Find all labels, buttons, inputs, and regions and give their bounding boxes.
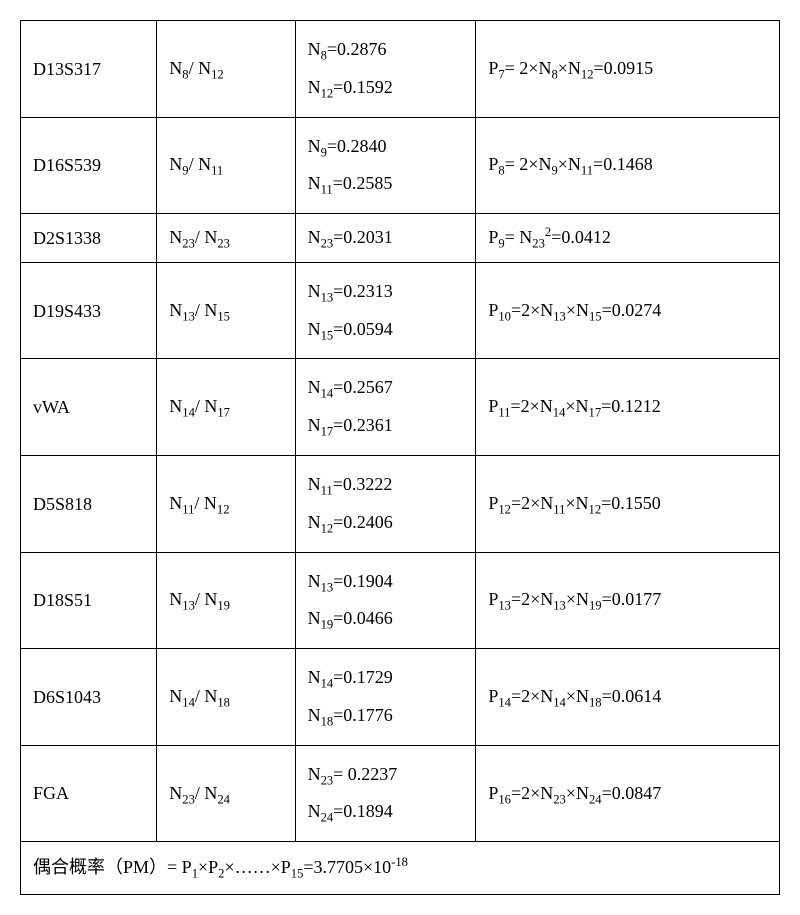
frequency-cell: N14=0.1729N18=0.1776: [295, 649, 476, 746]
table-row: D2S1338N23/ N23N23=0.2031P9= N232=0.0412: [21, 214, 780, 263]
frequency-cell: N13=0.2313N15=0.0594: [295, 262, 476, 359]
probability-cell: P10=2×N13×N15=0.0274: [476, 262, 780, 359]
frequency-cell: N9=0.2840N11=0.2585: [295, 117, 476, 214]
locus-cell: D16S539: [21, 117, 157, 214]
genotype-cell: N14/ N18: [157, 649, 295, 746]
locus-cell: D13S317: [21, 21, 157, 118]
table-row: vWAN14/ N17N14=0.2567N17=0.2361P11=2×N14…: [21, 359, 780, 456]
probability-cell: P16=2×N23×N24=0.0847: [476, 745, 780, 842]
locus-cell: D19S433: [21, 262, 157, 359]
table-row: D16S539N9/ N11N9=0.2840N11=0.2585P8= 2×N…: [21, 117, 780, 214]
probability-cell: P7= 2×N8×N12=0.0915: [476, 21, 780, 118]
footer-row: 偶合概率（PM）= P1×P2×……×P15=3.7705×10-18: [21, 842, 780, 895]
table-row: FGAN23/ N24N23= 0.2237N24=0.1894P16=2×N2…: [21, 745, 780, 842]
locus-cell: D6S1043: [21, 649, 157, 746]
locus-cell: D18S51: [21, 552, 157, 649]
genotype-cell: N23/ N23: [157, 214, 295, 263]
locus-cell: vWA: [21, 359, 157, 456]
probability-cell: P9= N232=0.0412: [476, 214, 780, 263]
table-row: D19S433N13/ N15N13=0.2313N15=0.0594P10=2…: [21, 262, 780, 359]
table-row: D5S818N11/ N12N11=0.3222N12=0.2406P12=2×…: [21, 455, 780, 552]
probability-cell: P8= 2×N9×N11=0.1468: [476, 117, 780, 214]
table-row: D18S51N13/ N19N13=0.1904N19=0.0466P13=2×…: [21, 552, 780, 649]
genotype-cell: N13/ N19: [157, 552, 295, 649]
genotype-cell: N9/ N11: [157, 117, 295, 214]
genotype-cell: N14/ N17: [157, 359, 295, 456]
frequency-cell: N8=0.2876N12=0.1592: [295, 21, 476, 118]
probability-cell: P12=2×N11×N12=0.1550: [476, 455, 780, 552]
genotype-cell: N11/ N12: [157, 455, 295, 552]
locus-cell: FGA: [21, 745, 157, 842]
probability-cell: P13=2×N13×N19=0.0177: [476, 552, 780, 649]
genotype-cell: N23/ N24: [157, 745, 295, 842]
frequency-cell: N23= 0.2237N24=0.1894: [295, 745, 476, 842]
frequency-cell: N13=0.1904N19=0.0466: [295, 552, 476, 649]
locus-cell: D2S1338: [21, 214, 157, 263]
probability-cell: P14=2×N14×N18=0.0614: [476, 649, 780, 746]
genotype-cell: N8/ N12: [157, 21, 295, 118]
frequency-cell: N23=0.2031: [295, 214, 476, 263]
locus-cell: D5S818: [21, 455, 157, 552]
probability-table: D13S317N8/ N12N8=0.2876N12=0.1592P7= 2×N…: [20, 20, 780, 895]
table-row: D6S1043N14/ N18N14=0.1729N18=0.1776P14=2…: [21, 649, 780, 746]
probability-cell: P11=2×N14×N17=0.1212: [476, 359, 780, 456]
frequency-cell: N11=0.3222N12=0.2406: [295, 455, 476, 552]
frequency-cell: N14=0.2567N17=0.2361: [295, 359, 476, 456]
footer-cell: 偶合概率（PM）= P1×P2×……×P15=3.7705×10-18: [21, 842, 780, 895]
genotype-cell: N13/ N15: [157, 262, 295, 359]
table-row: D13S317N8/ N12N8=0.2876N12=0.1592P7= 2×N…: [21, 21, 780, 118]
